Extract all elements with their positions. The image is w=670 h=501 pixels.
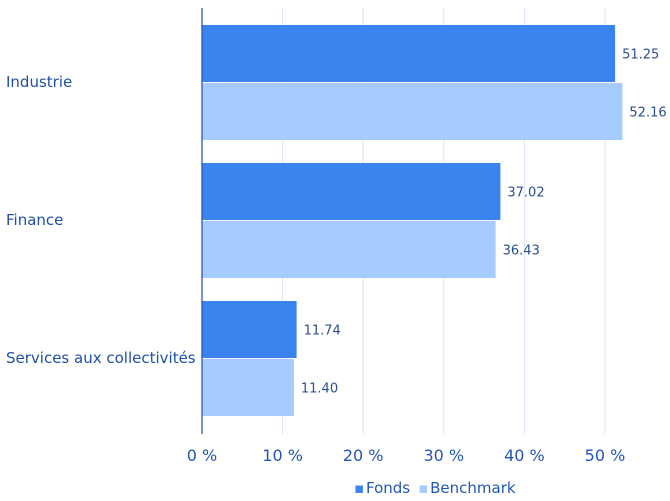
bar-fonds (202, 163, 501, 220)
bars (202, 25, 623, 416)
category-label: Industrie (6, 73, 72, 91)
value-label: 11.74 (304, 324, 341, 339)
legend-label: Benchmark (430, 479, 516, 497)
x-tick-label: 40 % (504, 446, 545, 465)
x-tick-label: 30 % (423, 446, 464, 465)
value-label: 52.16 (629, 106, 666, 121)
x-tick-labels: 0 % 10 % 20 % 30 % 40 % 50 % (187, 446, 626, 465)
legend-marker: ▪ (354, 479, 364, 497)
bar-benchmark (202, 359, 294, 416)
value-label: 11.40 (301, 382, 338, 397)
bar-benchmark (202, 221, 496, 278)
x-tick-label: 0 % (187, 446, 217, 465)
legend: ▪ Fonds ▪ Benchmark (354, 479, 516, 497)
legend-label: Fonds (366, 479, 410, 497)
value-label: 36.43 (503, 244, 540, 259)
value-labels: 51.25 52.16 37.02 36.43 11.74 11.40 (301, 48, 667, 397)
bar-benchmark (202, 83, 623, 140)
bar-fonds (202, 25, 616, 82)
legend-marker: ▪ (418, 479, 428, 497)
category-label: Finance (6, 211, 63, 229)
x-tick-label: 50 % (585, 446, 626, 465)
x-tick-label: 20 % (343, 446, 384, 465)
value-label: 37.02 (507, 186, 544, 201)
value-label: 51.25 (622, 48, 659, 63)
x-tick-label: 10 % (262, 446, 303, 465)
bar-fonds (202, 301, 297, 358)
category-labels: Industrie Finance Services aux collectivit… (6, 73, 196, 367)
category-label: Services aux collectivités (6, 349, 196, 367)
